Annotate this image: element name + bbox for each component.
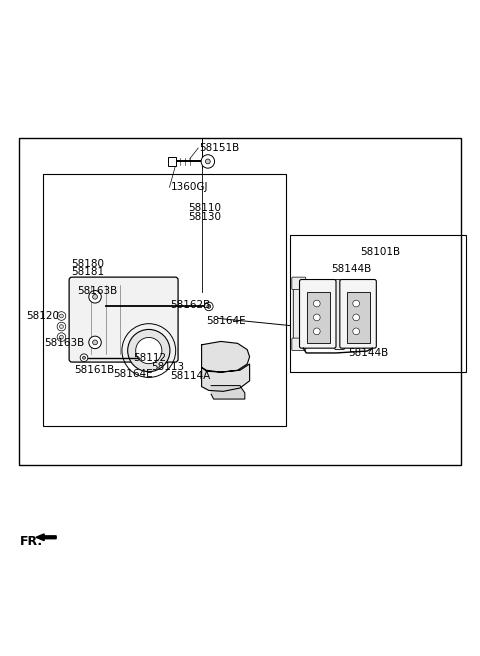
Circle shape: [313, 314, 320, 321]
Circle shape: [89, 291, 101, 303]
Circle shape: [201, 155, 215, 168]
Text: 58180: 58180: [71, 259, 104, 269]
Circle shape: [136, 337, 162, 363]
Text: 58110: 58110: [188, 203, 221, 213]
Circle shape: [93, 340, 97, 345]
Circle shape: [60, 335, 63, 339]
Text: 58113: 58113: [151, 362, 184, 372]
FancyBboxPatch shape: [292, 338, 306, 350]
Text: 58112: 58112: [133, 353, 167, 363]
Circle shape: [57, 312, 66, 320]
Text: 58164E: 58164E: [206, 316, 246, 326]
Circle shape: [93, 295, 97, 299]
Circle shape: [353, 300, 360, 307]
Circle shape: [207, 304, 211, 308]
Text: 58144B: 58144B: [348, 348, 388, 358]
Circle shape: [80, 354, 88, 361]
Text: 58181: 58181: [71, 268, 104, 277]
Circle shape: [60, 314, 63, 318]
Text: 58163B: 58163B: [77, 285, 117, 296]
Circle shape: [205, 159, 210, 164]
Circle shape: [89, 336, 101, 348]
Circle shape: [57, 333, 66, 341]
Polygon shape: [211, 386, 245, 399]
FancyBboxPatch shape: [293, 279, 305, 350]
Circle shape: [313, 300, 320, 307]
FancyBboxPatch shape: [340, 279, 376, 348]
Text: 58114A: 58114A: [170, 371, 211, 381]
Text: FR.: FR.: [20, 535, 43, 548]
Text: 58161B: 58161B: [74, 365, 115, 375]
Text: 58164E: 58164E: [113, 369, 153, 379]
Bar: [168, 157, 176, 166]
Text: 58144B: 58144B: [331, 264, 372, 274]
Text: 58120: 58120: [26, 312, 60, 321]
Circle shape: [128, 329, 170, 372]
Circle shape: [353, 328, 360, 335]
Polygon shape: [202, 341, 250, 392]
Bar: [290, 236, 466, 372]
Text: 58151B: 58151B: [199, 143, 240, 153]
Text: 58101B: 58101B: [360, 247, 400, 257]
Bar: [43, 174, 286, 426]
Circle shape: [313, 328, 320, 335]
Text: 58130: 58130: [188, 212, 221, 222]
Bar: [307, 291, 330, 343]
Circle shape: [353, 314, 360, 321]
Text: 58162B: 58162B: [170, 300, 211, 310]
Text: 58163B: 58163B: [45, 338, 85, 348]
FancyBboxPatch shape: [69, 277, 178, 362]
Circle shape: [57, 322, 66, 331]
Text: 1360GJ: 1360GJ: [170, 182, 208, 192]
Circle shape: [204, 302, 213, 311]
Circle shape: [60, 325, 63, 329]
Circle shape: [83, 356, 85, 359]
FancyBboxPatch shape: [335, 279, 345, 350]
FancyBboxPatch shape: [292, 277, 306, 289]
Polygon shape: [36, 534, 56, 541]
Bar: [347, 291, 370, 343]
Bar: [19, 138, 461, 465]
FancyBboxPatch shape: [300, 279, 336, 348]
